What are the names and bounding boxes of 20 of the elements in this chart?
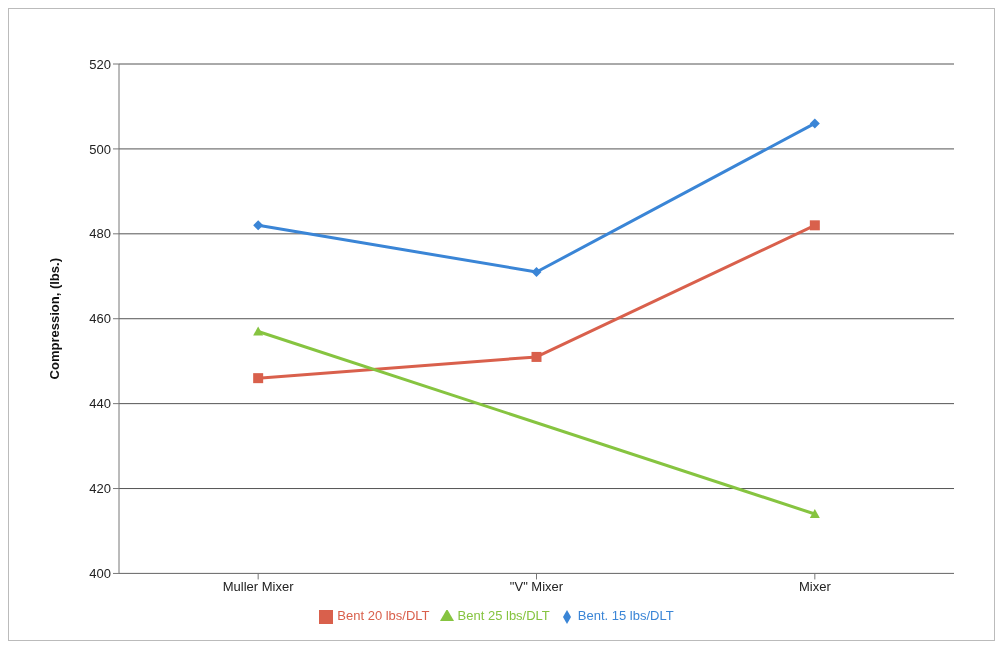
legend-label: Bent. 15 lbs/DLT	[577, 608, 674, 624]
y-tick-label: 480	[89, 226, 111, 242]
x-tick-label: "V" Mixer	[509, 578, 564, 594]
legend-label: Bent 20 lbs/DLT	[337, 608, 430, 624]
legend-label: Bent 25 lbs/DLT	[457, 608, 550, 624]
point	[253, 373, 264, 384]
y-axis-title: Compression, (lbs.)	[46, 258, 62, 380]
y-tick-label: 520	[89, 56, 111, 72]
y-tick-label: 400	[89, 566, 111, 582]
x-tick-label: Muller Mixer	[222, 578, 295, 594]
x-tick-label: Mixer	[798, 578, 832, 594]
point	[809, 220, 820, 231]
point	[531, 267, 542, 278]
y-tick-label: 500	[89, 141, 111, 157]
y-tick-label: 460	[89, 311, 111, 327]
point	[531, 351, 542, 362]
y-tick-label: 440	[89, 396, 111, 412]
point	[253, 220, 264, 231]
y-tick-label: 420	[89, 481, 111, 497]
point	[809, 118, 820, 129]
